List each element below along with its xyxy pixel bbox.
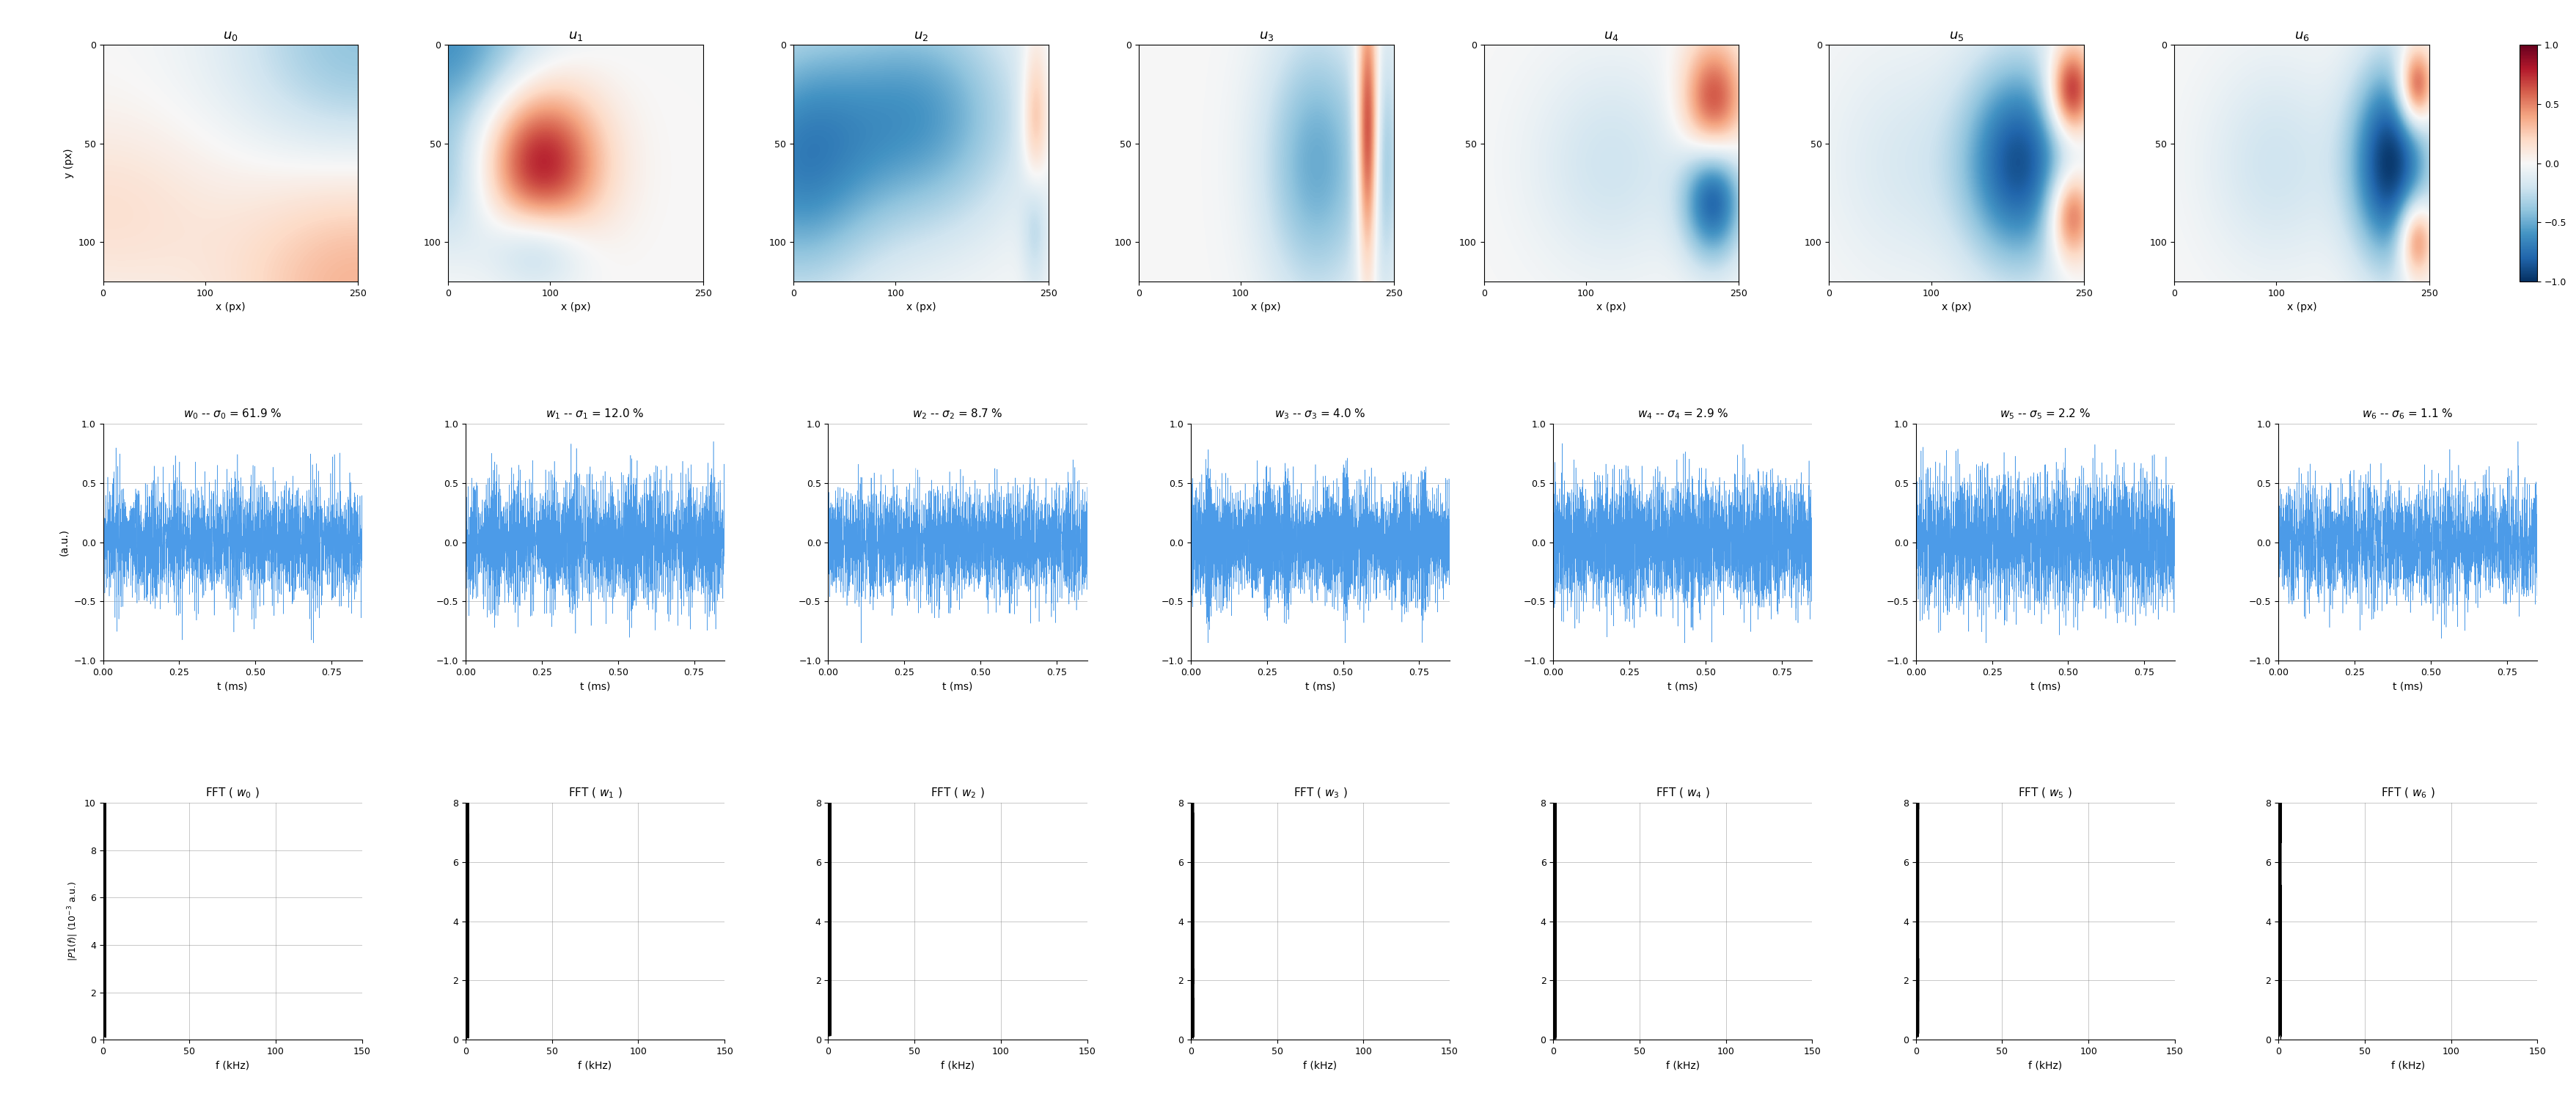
X-axis label: x (px): x (px) xyxy=(1252,302,1280,313)
Title: $u_1$: $u_1$ xyxy=(569,29,582,42)
Title: FFT ( $w_1$ ): FFT ( $w_1$ ) xyxy=(569,787,621,800)
X-axis label: f (kHz): f (kHz) xyxy=(216,1061,250,1071)
Y-axis label: (a.u.): (a.u.) xyxy=(59,529,70,556)
X-axis label: x (px): x (px) xyxy=(1942,302,1971,313)
X-axis label: t (ms): t (ms) xyxy=(216,681,247,692)
Title: $w_6$ -- $\sigma_6$ = 1.1 %: $w_6$ -- $\sigma_6$ = 1.1 % xyxy=(2362,407,2452,421)
Title: $u_4$: $u_4$ xyxy=(1605,29,1618,42)
Title: $w_5$ -- $\sigma_5$ = 2.2 %: $w_5$ -- $\sigma_5$ = 2.2 % xyxy=(1999,407,2092,421)
Title: $w_3$ -- $\sigma_3$ = 4.0 %: $w_3$ -- $\sigma_3$ = 4.0 % xyxy=(1275,407,1365,421)
Y-axis label: y (px): y (px) xyxy=(64,149,75,178)
X-axis label: x (px): x (px) xyxy=(216,302,245,313)
Title: FFT ( $w_0$ ): FFT ( $w_0$ ) xyxy=(206,787,260,800)
Title: FFT ( $w_4$ ): FFT ( $w_4$ ) xyxy=(1656,787,1710,800)
Title: FFT ( $w_3$ ): FFT ( $w_3$ ) xyxy=(1293,787,1347,800)
Title: $u_0$: $u_0$ xyxy=(224,29,237,42)
X-axis label: f (kHz): f (kHz) xyxy=(940,1061,974,1071)
Title: $u_3$: $u_3$ xyxy=(1260,29,1273,42)
X-axis label: t (ms): t (ms) xyxy=(1667,681,1698,692)
X-axis label: f (kHz): f (kHz) xyxy=(1667,1061,1700,1071)
Title: FFT ( $w_6$ ): FFT ( $w_6$ ) xyxy=(2380,787,2434,800)
X-axis label: x (px): x (px) xyxy=(562,302,590,313)
X-axis label: x (px): x (px) xyxy=(1597,302,1625,313)
X-axis label: t (ms): t (ms) xyxy=(943,681,974,692)
X-axis label: x (px): x (px) xyxy=(907,302,935,313)
X-axis label: f (kHz): f (kHz) xyxy=(2391,1061,2424,1071)
Title: $u_6$: $u_6$ xyxy=(2295,29,2308,42)
Y-axis label: $|P1(f)|$ ($10^{-3}$ a.u.): $|P1(f)|$ ($10^{-3}$ a.u.) xyxy=(67,881,80,961)
Title: $w_1$ -- $\sigma_1$ = 12.0 %: $w_1$ -- $\sigma_1$ = 12.0 % xyxy=(546,407,644,421)
Title: FFT ( $w_2$ ): FFT ( $w_2$ ) xyxy=(930,787,984,800)
X-axis label: f (kHz): f (kHz) xyxy=(577,1061,613,1071)
Title: $w_0$ -- $\sigma_0$ = 61.9 %: $w_0$ -- $\sigma_0$ = 61.9 % xyxy=(183,407,281,421)
X-axis label: t (ms): t (ms) xyxy=(2393,681,2424,692)
Title: FFT ( $w_5$ ): FFT ( $w_5$ ) xyxy=(2020,787,2071,800)
X-axis label: x (px): x (px) xyxy=(2287,302,2316,313)
Title: $u_5$: $u_5$ xyxy=(1950,29,1963,42)
Title: $w_4$ -- $\sigma_4$ = 2.9 %: $w_4$ -- $\sigma_4$ = 2.9 % xyxy=(1638,407,1728,421)
X-axis label: f (kHz): f (kHz) xyxy=(2027,1061,2063,1071)
Title: $w_2$ -- $\sigma_2$ = 8.7 %: $w_2$ -- $\sigma_2$ = 8.7 % xyxy=(912,407,1002,421)
X-axis label: f (kHz): f (kHz) xyxy=(1303,1061,1337,1071)
X-axis label: t (ms): t (ms) xyxy=(2030,681,2061,692)
X-axis label: t (ms): t (ms) xyxy=(1306,681,1334,692)
Title: $u_2$: $u_2$ xyxy=(914,29,927,42)
X-axis label: t (ms): t (ms) xyxy=(580,681,611,692)
